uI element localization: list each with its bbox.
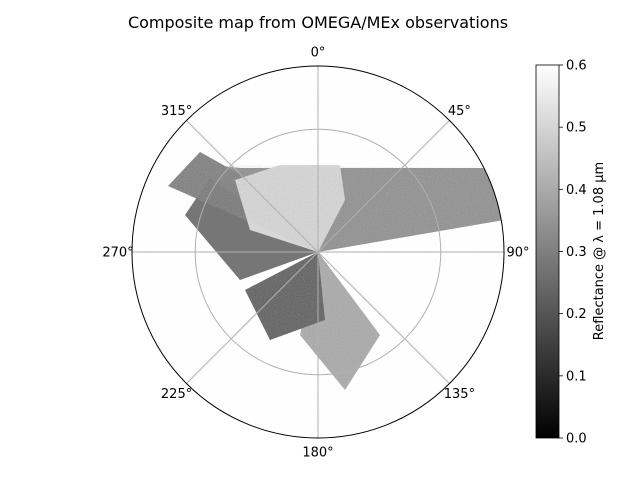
- colorbar-tick-label: 0.1: [566, 369, 587, 384]
- polar-axes: 0° 45° 90° 135° 180° 225° 270° 315°: [102, 46, 529, 461]
- angular-tick-label: 270°: [102, 246, 133, 261]
- colorbar-tick-label: 0.0: [566, 432, 587, 447]
- angular-tick-labels: 0° 45° 90° 135° 180° 225° 270° 315°: [102, 46, 529, 461]
- angular-tick-label: 315°: [161, 104, 192, 119]
- colorbar: 0.0 0.1 0.2 0.3 0.4 0.5 0.6 Reflectance @ λ = …: [535, 59, 607, 447]
- colorbar-label: Reflectance @ λ = 1.08 µm: [592, 162, 607, 340]
- chart-title: Composite map from OMEGA/MEx observation…: [128, 13, 508, 32]
- colorbar-tick-label: 0.5: [566, 121, 587, 136]
- angular-tick-label: 135°: [444, 387, 475, 402]
- colorbar-tick-label: 0.3: [566, 245, 587, 260]
- angular-tick-label: 0°: [311, 46, 326, 61]
- colorbar-tick-label: 0.4: [566, 183, 587, 198]
- angular-gridline-45: [317, 120, 450, 253]
- angular-tick-label: 225°: [161, 387, 192, 402]
- angular-gridline-315: [186, 120, 319, 253]
- angular-tick-label: 90°: [506, 246, 529, 261]
- colorbar-gradient: [535, 64, 560, 439]
- polar-grid: [132, 66, 504, 438]
- texture: [168, 152, 504, 390]
- reflectance-map: [168, 152, 504, 390]
- colorbar-tick-label: 0.6: [566, 59, 587, 74]
- polar-frame: [131, 65, 505, 439]
- angular-tick-label: 180°: [302, 446, 333, 461]
- angular-gridline-225: [186, 251, 319, 384]
- angular-gridline-135: [317, 251, 450, 384]
- angular-tick-label: 45°: [448, 104, 471, 119]
- colorbar-ticks: 0.0 0.1 0.2 0.3 0.4 0.5 0.6: [559, 59, 587, 447]
- colorbar-tick-label: 0.2: [566, 307, 587, 322]
